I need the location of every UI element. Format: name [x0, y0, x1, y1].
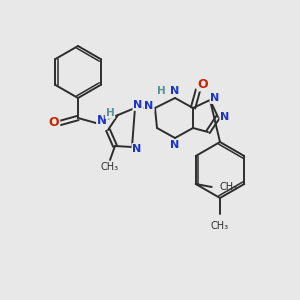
Text: CH₃: CH₃: [101, 162, 119, 172]
Text: CH₃: CH₃: [220, 182, 238, 192]
Text: N: N: [97, 115, 107, 128]
Text: CH₃: CH₃: [211, 221, 229, 231]
Text: O: O: [49, 116, 59, 130]
Text: N: N: [144, 101, 154, 111]
Text: H: H: [157, 86, 165, 96]
Text: N: N: [132, 144, 142, 154]
Text: H: H: [106, 108, 114, 118]
Text: N: N: [134, 100, 142, 110]
Text: O: O: [198, 77, 208, 91]
Text: N: N: [170, 140, 180, 150]
Text: N: N: [220, 112, 230, 122]
Text: N: N: [170, 86, 180, 96]
Text: N: N: [210, 93, 220, 103]
